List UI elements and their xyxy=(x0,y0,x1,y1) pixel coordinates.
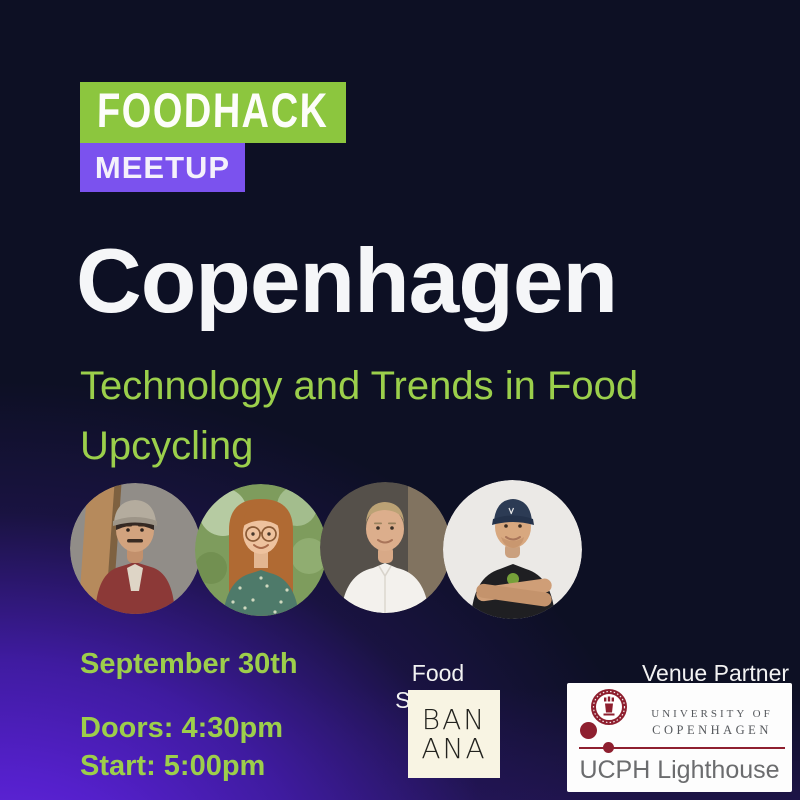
ucph-logo-rule xyxy=(579,747,785,749)
speaker-avatar-3 xyxy=(320,482,451,613)
ucph-logo-dot-large xyxy=(580,722,597,739)
university-wordmark: UNIVERSITY OF COPENHAGEN xyxy=(637,708,787,738)
speaker-photo-3-illustration xyxy=(320,482,451,613)
meetup-badge-text: MEETUP xyxy=(94,149,231,185)
banana-logo-line1: BAN xyxy=(421,702,487,736)
event-topic: Technology and Trends in Food Upcycling xyxy=(80,356,638,476)
foodhack-logo-badge: FOODHACK xyxy=(80,82,346,143)
event-times: Doors: 4:30pm Start: 5:00pm xyxy=(80,710,283,785)
event-date: September 30th xyxy=(80,648,298,680)
event-city-title: Copenhagen xyxy=(76,231,618,332)
speaker-photo-4-illustration xyxy=(443,480,582,619)
meetup-badge: MEETUP xyxy=(80,143,245,192)
event-doors-time: Doors: 4:30pm xyxy=(80,712,284,744)
event-topic-line2: Upcycling xyxy=(80,424,254,468)
university-wordmark-line2: COPENHAGEN xyxy=(652,723,772,737)
banana-logo-line2: ANA xyxy=(421,732,487,765)
speaker-photo-1-illustration xyxy=(70,483,201,614)
venue-partner-label: Venue Partner xyxy=(641,660,790,686)
university-wordmark-line1: UNIVERSITY OF xyxy=(651,708,773,720)
speaker-avatar-1 xyxy=(70,483,201,614)
ucph-seal-icon xyxy=(591,689,627,725)
speaker-avatar-4 xyxy=(443,480,582,619)
banana-logo: BAN ANA xyxy=(408,690,500,778)
ucph-logo: UNIVERSITY OF COPENHAGEN UCPH Lighthouse xyxy=(567,683,792,792)
speaker-avatar-2 xyxy=(195,484,327,616)
event-topic-line1: Technology and Trends in Food xyxy=(80,364,639,408)
ucph-lighthouse-wordmark: UCPH Lighthouse xyxy=(579,756,780,784)
speaker-photo-2-illustration xyxy=(195,484,327,616)
foodhack-logo-text: FOODHACK xyxy=(96,84,330,139)
event-start-time: Start: 5:00pm xyxy=(80,749,266,782)
